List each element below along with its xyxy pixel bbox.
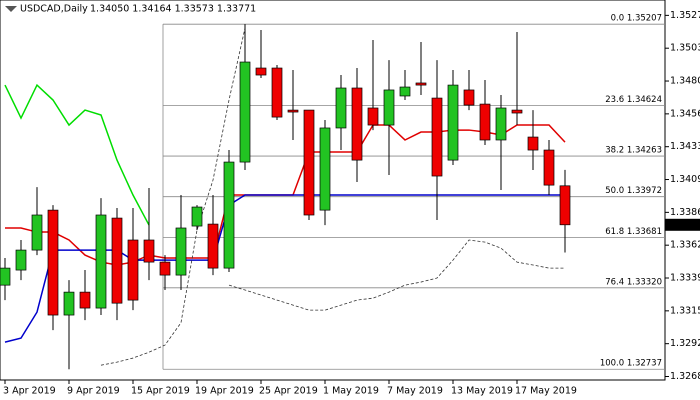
candle-body (319, 127, 331, 211)
y-tick-label: 1.35270 (670, 10, 700, 21)
last-price-box (665, 218, 700, 231)
candle-body (191, 206, 203, 227)
plot-frame (0, 0, 666, 381)
candle-body (495, 107, 507, 141)
y-tick-label: 1.35035 (670, 43, 700, 54)
candle-body (431, 97, 443, 177)
menu-icon (5, 6, 17, 12)
candle-body (223, 161, 235, 269)
candle-body (159, 261, 171, 276)
candle-body (303, 109, 315, 216)
indicator-line (100, 27, 246, 366)
candle-body (287, 109, 299, 113)
x-tick-label: 13 May 2019 (451, 386, 513, 397)
chart-title: USDCAD,Daily (20, 4, 88, 15)
y-tick-label: 1.33860 (670, 207, 700, 218)
candle-body (255, 67, 267, 76)
fib-label: 50.0 1.33972 (605, 186, 662, 196)
candle-body (239, 61, 251, 163)
candle-body (543, 149, 555, 186)
candle-body (447, 84, 459, 161)
candle-body (207, 223, 219, 269)
x-tick-label: 7 May 2019 (387, 386, 443, 397)
x-tick-label: 17 May 2019 (515, 386, 577, 397)
fib-label: 61.8 1.33681 (605, 227, 662, 237)
y-tick-label: 1.33625 (670, 240, 700, 251)
candle-body (143, 239, 155, 263)
candle-body (383, 89, 395, 126)
candle-body (63, 291, 75, 316)
y-tick-label: 1.33390 (670, 273, 700, 284)
x-tick-label: 9 Apr 2019 (67, 386, 120, 397)
candle-body (31, 214, 43, 251)
candle-body (479, 103, 491, 141)
y-tick-label: 1.34095 (670, 174, 700, 185)
candle-body (271, 67, 283, 118)
candle-body (95, 214, 107, 309)
last-price-label: 1.33771 (667, 219, 700, 230)
candle-body (527, 136, 539, 151)
y-tick-label: 1.34330 (670, 141, 700, 152)
y-tick-label: 1.32685 (670, 371, 700, 382)
candle-body (111, 217, 123, 304)
y-tick-label: 1.32920 (670, 338, 700, 349)
fib-label: 100.0 1.32737 (600, 359, 662, 369)
fib-label: 38.2 1.34263 (605, 146, 662, 156)
candle-body (351, 87, 363, 161)
indicator-line (4, 83, 150, 226)
x-tick-label: 1 May 2019 (323, 386, 379, 397)
candle-body (15, 249, 27, 271)
candle-body (463, 89, 475, 106)
x-tick-label: 25 Apr 2019 (259, 386, 318, 397)
y-tick-label: 1.33155 (670, 305, 700, 316)
candle-body (0, 267, 11, 286)
candle-body (367, 107, 379, 126)
x-tick-label: 19 Apr 2019 (195, 386, 254, 397)
candle-body (511, 109, 523, 114)
fib-label: 0.0 1.35207 (611, 14, 662, 24)
candle-body (47, 209, 59, 316)
indicator-line (228, 239, 565, 311)
fib-label: 76.4 1.33320 (605, 277, 662, 287)
candle-body (399, 86, 411, 97)
y-tick-label: 1.34800 (670, 76, 700, 87)
x-tick-label: 3 Apr 2019 (3, 386, 56, 397)
header-prices: 1.34050 1.34164 1.33573 1.33771 (90, 4, 256, 15)
candle-body (559, 185, 571, 226)
candle-body (415, 82, 427, 86)
y-tick-label: 1.34565 (670, 108, 700, 119)
candle-body (335, 87, 347, 129)
candle-body (79, 291, 91, 309)
x-tick-label: 15 Apr 2019 (131, 386, 190, 397)
candle-body (127, 239, 139, 301)
fib-label: 23.6 1.34624 (605, 95, 662, 105)
candle-body (175, 227, 187, 276)
